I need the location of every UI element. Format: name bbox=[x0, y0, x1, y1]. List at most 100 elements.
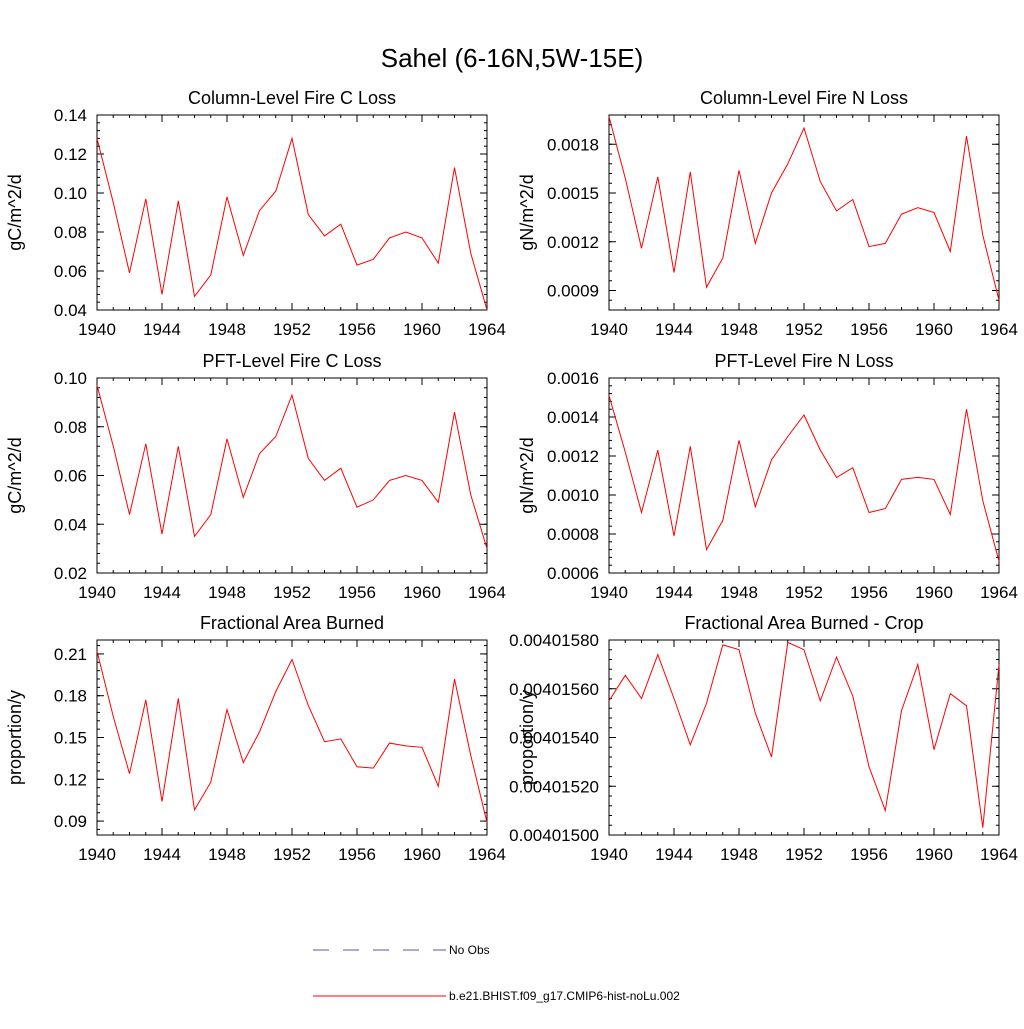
x-tick-label: 1964 bbox=[980, 320, 1018, 339]
panel-4: PFT-Level Fire N Loss gN/m^2/d 1940 1944 194… bbox=[517, 351, 1018, 602]
panel-title: PFT-Level Fire C Loss bbox=[202, 351, 381, 371]
x-tick-label: 1952 bbox=[785, 320, 823, 339]
x-tick-label: 1956 bbox=[338, 583, 376, 602]
x-tick-label: 1944 bbox=[655, 583, 693, 602]
x-tick-label: 1948 bbox=[720, 583, 758, 602]
y-tick-label: 0.06 bbox=[54, 262, 87, 281]
x-tick-label: 1960 bbox=[403, 583, 441, 602]
x-tick-label: 1944 bbox=[143, 583, 181, 602]
x-tick-label: 1964 bbox=[980, 845, 1018, 864]
plot-frame bbox=[608, 639, 1000, 836]
x-tick-label: 1948 bbox=[720, 845, 758, 864]
x-tick-label: 1964 bbox=[468, 583, 506, 602]
x-tick-label: 1956 bbox=[850, 845, 888, 864]
panel-6: Fractional Area Burned - Crop proportion/… bbox=[509, 613, 1018, 864]
panel-3: PFT-Level Fire C Loss gC/m^2/d 1940 1944 194… bbox=[5, 351, 506, 602]
y-tick-label: 0.00401540 bbox=[509, 729, 599, 748]
y-tick-label: 0.0009 bbox=[547, 282, 599, 301]
series-line-1 bbox=[96, 385, 488, 549]
panel-title: Fractional Area Burned bbox=[200, 613, 384, 633]
panel-title: Fractional Area Burned - Crop bbox=[684, 613, 923, 633]
series-line-1 bbox=[608, 116, 1000, 301]
x-tick-label: 1948 bbox=[720, 320, 758, 339]
series-line-1 bbox=[608, 641, 1000, 828]
x-tick-label: 1956 bbox=[338, 320, 376, 339]
y-tick-label: 0.00401520 bbox=[509, 777, 599, 796]
y-tick-label: 0.0006 bbox=[547, 564, 599, 583]
y-axis-label: proportion/y bbox=[5, 690, 25, 785]
x-tick-label: 1940 bbox=[78, 320, 116, 339]
panel-1: Column-Level Fire C Loss gC/m^2/d 1940 1944… bbox=[5, 88, 506, 339]
plot-frame bbox=[608, 114, 1000, 311]
y-tick-label: 0.12 bbox=[54, 770, 87, 789]
x-tick-label: 1952 bbox=[785, 845, 823, 864]
x-tick-label: 1956 bbox=[850, 320, 888, 339]
x-tick-label: 1940 bbox=[590, 320, 628, 339]
y-tick-label: 0.0012 bbox=[547, 233, 599, 252]
y-tick-label: 0.15 bbox=[54, 729, 87, 748]
x-tick-label: 1940 bbox=[78, 583, 116, 602]
y-tick-label: 0.0016 bbox=[547, 369, 599, 388]
y-axis-label: gC/m^2/d bbox=[5, 174, 25, 250]
x-tick-label: 1960 bbox=[403, 845, 441, 864]
x-tick-label: 1960 bbox=[403, 320, 441, 339]
y-tick-label: 0.02 bbox=[54, 564, 87, 583]
x-tick-label: 1964 bbox=[980, 583, 1018, 602]
y-tick-label: 0.0015 bbox=[547, 184, 599, 203]
y-tick-label: 0.09 bbox=[54, 812, 87, 831]
x-tick-label: 1944 bbox=[655, 845, 693, 864]
panel-title: Column-Level Fire N Loss bbox=[700, 88, 908, 108]
legend-label-no-obs: No Obs bbox=[449, 943, 490, 957]
x-tick-label: 1940 bbox=[590, 845, 628, 864]
plot-frame bbox=[96, 377, 488, 574]
series-line-1 bbox=[96, 650, 488, 823]
legend: No Obs b.e21.BHIST.f09_g17.CMIP6-hist-no… bbox=[313, 943, 680, 1003]
y-tick-label: 0.04 bbox=[54, 301, 87, 320]
series-line-1 bbox=[608, 395, 1000, 562]
x-tick-label: 1948 bbox=[208, 583, 246, 602]
x-tick-label: 1944 bbox=[655, 320, 693, 339]
plot-frame bbox=[608, 377, 1000, 574]
panels: Column-Level Fire C Loss gC/m^2/d 1940 1944… bbox=[5, 88, 1018, 864]
panel-title: PFT-Level Fire N Loss bbox=[714, 351, 893, 371]
y-axis-label: gC/m^2/d bbox=[5, 437, 25, 513]
x-tick-label: 1940 bbox=[78, 845, 116, 864]
y-tick-label: 0.12 bbox=[54, 145, 87, 164]
y-tick-label: 0.04 bbox=[54, 515, 87, 534]
y-tick-label: 0.18 bbox=[54, 687, 87, 706]
plot-frame bbox=[96, 639, 488, 836]
y-tick-label: 0.10 bbox=[54, 369, 87, 388]
x-tick-label: 1960 bbox=[915, 845, 953, 864]
x-tick-label: 1964 bbox=[468, 845, 506, 864]
y-tick-label: 0.08 bbox=[54, 418, 87, 437]
y-axis-label: gN/m^2/d bbox=[517, 437, 537, 513]
y-tick-label: 0.06 bbox=[54, 467, 87, 486]
y-tick-label: 0.0012 bbox=[547, 447, 599, 466]
series-line-1 bbox=[96, 136, 488, 311]
y-axis-label: gN/m^2/d bbox=[517, 174, 537, 250]
x-tick-label: 1948 bbox=[208, 845, 246, 864]
y-tick-label: 0.0018 bbox=[547, 135, 599, 154]
x-tick-label: 1952 bbox=[273, 320, 311, 339]
plot-frame bbox=[96, 114, 488, 311]
y-tick-label: 0.00401500 bbox=[509, 826, 599, 845]
x-tick-label: 1948 bbox=[208, 320, 246, 339]
x-tick-label: 1940 bbox=[590, 583, 628, 602]
y-tick-label: 0.0014 bbox=[547, 408, 599, 427]
x-tick-label: 1956 bbox=[850, 583, 888, 602]
y-tick-label: 0.0010 bbox=[547, 486, 599, 505]
y-tick-label: 0.00401560 bbox=[509, 680, 599, 699]
y-tick-label: 0.21 bbox=[54, 645, 87, 664]
legend-label-model: b.e21.BHIST.f09_g17.CMIP6-hist-noLu.002 bbox=[449, 989, 680, 1003]
panel-title: Column-Level Fire C Loss bbox=[188, 88, 396, 108]
x-tick-label: 1960 bbox=[915, 320, 953, 339]
x-tick-label: 1952 bbox=[785, 583, 823, 602]
y-tick-label: 0.14 bbox=[54, 106, 87, 125]
y-axis-label: proportion/y bbox=[517, 690, 537, 785]
panel-5: Fractional Area Burned proportion/y 1940 19… bbox=[5, 613, 506, 864]
y-tick-label: 0.00401580 bbox=[509, 631, 599, 650]
x-tick-label: 1964 bbox=[468, 320, 506, 339]
panel-2: Column-Level Fire N Loss gN/m^2/d 1940 1944… bbox=[517, 88, 1018, 339]
y-tick-label: 0.08 bbox=[54, 223, 87, 242]
x-tick-label: 1956 bbox=[338, 845, 376, 864]
